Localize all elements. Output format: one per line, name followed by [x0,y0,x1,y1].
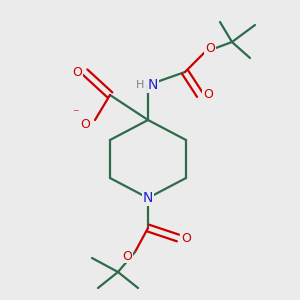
Text: H: H [136,80,144,90]
Text: O: O [122,250,132,262]
Text: N: N [148,78,158,92]
Text: N: N [143,191,153,205]
Text: O: O [181,232,191,244]
Text: ⁻: ⁻ [72,107,78,121]
Text: O: O [203,88,213,101]
Text: O: O [72,65,82,79]
Text: O: O [80,118,90,130]
Text: O: O [205,41,215,55]
